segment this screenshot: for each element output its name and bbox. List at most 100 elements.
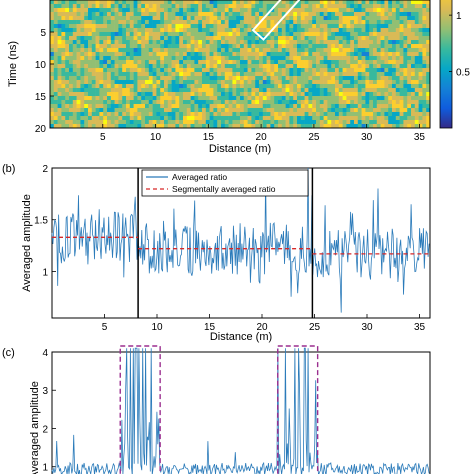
heatmap-cell [384,24,389,29]
heatmap-cell [293,76,298,81]
heatmap-cell [304,100,309,105]
heatmap-cell [247,48,252,53]
heatmap-cell [297,20,302,25]
heatmap-cell [304,88,309,93]
heatmap-cell [376,72,381,77]
heatmap-cell [338,72,343,77]
heatmap-cell [262,32,267,37]
heatmap-cell [243,28,248,33]
heatmap-cell [198,48,203,53]
heatmap-cell [137,40,142,45]
heatmap-cell [266,80,271,85]
heatmap-cell [126,80,131,85]
heatmap-cell [80,12,85,17]
heatmap-cell [251,44,256,49]
heatmap-cell [411,72,416,77]
heatmap-cell [145,40,150,45]
heatmap-cell [399,52,404,57]
heatmap-cell [411,76,416,81]
heatmap-cell [69,108,74,113]
heatmap-cell [152,96,157,101]
heatmap-cell [392,0,397,5]
heatmap-cell [91,68,96,73]
heatmap-cell [338,60,343,65]
heatmap-cell [380,4,385,9]
heatmap-cell [308,44,313,49]
heatmap-cell [376,0,381,5]
heatmap-cell [399,104,404,109]
heatmap-cell [145,56,150,61]
heatmap-cell [380,84,385,89]
heatmap-cell [255,72,260,77]
heatmap-cell [361,92,366,97]
heatmap-cell [361,84,366,89]
heatmap-cell [171,108,176,113]
y-tick-label: 1.5 [34,216,48,227]
heatmap-cell [319,20,324,25]
heatmap-cell [285,8,290,13]
heatmap-cell [194,44,199,49]
heatmap-cell [126,92,131,97]
heatmap-cell [259,84,264,89]
heatmap-cell [133,92,138,97]
heatmap-cell [61,76,66,81]
heatmap-cell [95,108,100,113]
heatmap-cell [251,124,256,129]
heatmap-cell [243,88,248,93]
heatmap-cell [53,64,58,69]
heatmap-cell [61,4,66,9]
heatmap-cell [213,28,218,33]
heatmap-cell [236,36,241,41]
heatmap-cell [217,32,222,37]
heatmap-cell [88,48,93,53]
heatmap-cell [186,96,191,101]
heatmap-cell [384,116,389,121]
heatmap-cell [107,92,112,97]
heatmap-cell [145,100,150,105]
heatmap-cell [95,28,100,33]
heatmap-cell [57,84,62,89]
heatmap-cell [224,56,229,61]
heatmap-cell [213,64,218,69]
heatmap-cell [376,44,381,49]
heatmap-cell [107,4,112,9]
heatmap-cell [278,64,283,69]
heatmap-cell [137,8,142,13]
heatmap-cell [236,28,241,33]
heatmap-cell [72,16,77,21]
heatmap-cell [418,64,423,69]
heatmap-cell [148,124,153,129]
heatmap-cell [99,28,104,33]
heatmap-cell [392,28,397,33]
heatmap-cell [297,72,302,77]
heatmap-cell [289,36,294,41]
heatmap-cell [53,28,58,33]
heatmap-cell [380,12,385,17]
heatmap-cell [342,100,347,105]
heatmap-cell [57,52,62,57]
heatmap-cell [342,48,347,53]
heatmap-cell [395,64,400,69]
heatmap-cell [240,104,245,109]
heatmap-cell [270,56,275,61]
heatmap-cell [122,112,127,117]
heatmap-cell [228,36,233,41]
heatmap-cell [274,92,279,97]
heatmap-cell [88,76,93,81]
heatmap-cell [384,48,389,53]
heatmap-cell [88,68,93,73]
heatmap-cell [194,16,199,21]
heatmap-cell [319,32,324,37]
heatmap-cell [361,32,366,37]
heatmap-cell [426,12,431,17]
heatmap-cell [103,40,108,45]
heatmap-cell [91,64,96,69]
heatmap-cell [308,124,313,129]
heatmap-cell [289,8,294,13]
heatmap-cell [384,72,389,77]
heatmap-cell [228,40,233,45]
heatmap-cell [160,44,165,49]
heatmap-cell [186,8,191,13]
heatmap-cell [361,96,366,101]
heatmap-cell [224,100,229,105]
